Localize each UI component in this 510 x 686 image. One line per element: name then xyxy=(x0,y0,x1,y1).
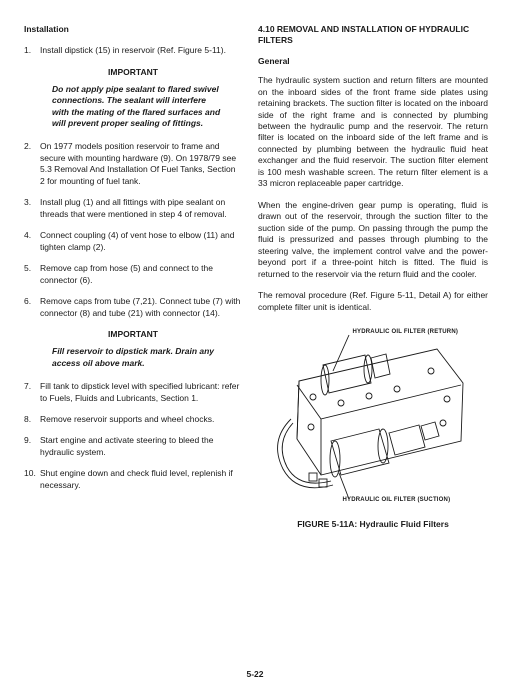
important-label: IMPORTANT xyxy=(24,67,242,78)
step-number: 2. xyxy=(24,141,40,187)
step-number: 7. xyxy=(24,381,40,404)
right-column: 4.10 REMOVAL AND INSTALLATION OF HYDRAUL… xyxy=(258,24,488,530)
step-10: 10. Shut engine down and check fluid lev… xyxy=(24,468,242,491)
general-heading: General xyxy=(258,56,488,67)
paragraph-2: When the engine-driven gear pump is oper… xyxy=(258,200,488,280)
page-number: 5-22 xyxy=(0,669,510,680)
step-text: Install dipstick (15) in reservoir (Ref.… xyxy=(40,45,242,56)
step-4: 4. Connect coupling (4) of vent hose to … xyxy=(24,230,242,253)
important-body-2: Fill reservoir to dipstick mark. Drain a… xyxy=(24,346,242,369)
installation-heading: Installation xyxy=(24,24,242,35)
paragraph-1: The hydraulic system suction and return … xyxy=(258,75,488,190)
step-6: 6. Remove caps from tube (7,21). Connect… xyxy=(24,296,242,319)
figure-label-suction: HYDRAULIC OIL FILTER (SUCTION) xyxy=(343,497,451,505)
step-7: 7. Fill tank to dipstick level with spec… xyxy=(24,381,242,404)
section-title-text: 4.10 REMOVAL AND INSTALLATION OF HYDRAUL… xyxy=(258,24,469,45)
steps-list-3: 7. Fill tank to dipstick level with spec… xyxy=(24,381,242,491)
paragraph-3: The removal procedure (Ref. Figure 5-11,… xyxy=(258,290,488,313)
steps-list: 1. Install dipstick (15) in reservoir (R… xyxy=(24,45,242,56)
step-number: 4. xyxy=(24,230,40,253)
left-column: Installation 1. Install dipstick (15) in… xyxy=(24,24,242,530)
step-text: On 1977 models position reservoir to fra… xyxy=(40,141,242,187)
step-number: 9. xyxy=(24,435,40,458)
step-number: 10. xyxy=(24,468,40,491)
important-label-2: IMPORTANT xyxy=(24,329,242,340)
step-1: 1. Install dipstick (15) in reservoir (R… xyxy=(24,45,242,56)
figure-illustration: HYDRAULIC OIL FILTER (RETURN) xyxy=(261,323,486,513)
figure-label-return: HYDRAULIC OIL FILTER (RETURN) xyxy=(353,329,459,337)
step-text: Remove caps from tube (7,21). Connect tu… xyxy=(40,296,242,319)
step-3: 3. Install plug (1) and all fittings wit… xyxy=(24,197,242,220)
important-body-1: Do not apply pipe sealant to flared swiv… xyxy=(24,84,242,130)
step-2: 2. On 1977 models position reservoir to … xyxy=(24,141,242,187)
step-text: Connect coupling (4) of vent hose to elb… xyxy=(40,230,242,253)
step-number: 8. xyxy=(24,414,40,425)
steps-list-2: 2. On 1977 models position reservoir to … xyxy=(24,141,242,319)
step-number: 5. xyxy=(24,263,40,286)
step-number: 3. xyxy=(24,197,40,220)
step-5: 5. Remove cap from hose (5) and connect … xyxy=(24,263,242,286)
step-number: 6. xyxy=(24,296,40,319)
step-8: 8. Remove reservoir supports and wheel c… xyxy=(24,414,242,425)
step-9: 9. Start engine and activate steering to… xyxy=(24,435,242,458)
step-text: Start engine and activate steering to bl… xyxy=(40,435,242,458)
step-text: Install plug (1) and all fittings with p… xyxy=(40,197,242,220)
step-text: Shut engine down and check fluid level, … xyxy=(40,468,242,491)
step-text: Remove reservoir supports and wheel choc… xyxy=(40,414,242,425)
two-column-layout: Installation 1. Install dipstick (15) in… xyxy=(24,24,488,530)
figure-caption: FIGURE 5-11A: Hydraulic Fluid Filters xyxy=(258,519,488,530)
section-title: 4.10 REMOVAL AND INSTALLATION OF HYDRAUL… xyxy=(258,24,488,46)
step-text: Remove cap from hose (5) and connect to … xyxy=(40,263,242,286)
step-text: Fill tank to dipstick level with specifi… xyxy=(40,381,242,404)
hydraulic-filter-diagram-icon xyxy=(261,323,486,513)
figure-container: HYDRAULIC OIL FILTER (RETURN) xyxy=(258,323,488,530)
step-number: 1. xyxy=(24,45,40,56)
